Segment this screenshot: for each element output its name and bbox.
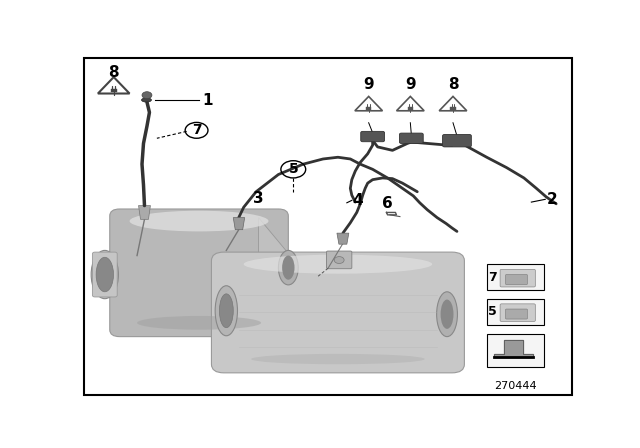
Ellipse shape [440, 300, 454, 329]
FancyBboxPatch shape [500, 304, 535, 322]
Bar [486, 264, 544, 290]
Bar [366, 107, 371, 110]
Text: 7: 7 [192, 123, 202, 138]
Text: 7: 7 [488, 271, 497, 284]
Ellipse shape [91, 250, 118, 299]
FancyBboxPatch shape [443, 134, 471, 147]
Ellipse shape [141, 98, 152, 102]
Text: 9: 9 [364, 78, 374, 92]
Ellipse shape [129, 211, 269, 232]
Polygon shape [259, 218, 286, 316]
Polygon shape [233, 218, 244, 230]
Ellipse shape [215, 286, 237, 336]
Circle shape [334, 257, 344, 263]
Ellipse shape [220, 294, 233, 327]
FancyBboxPatch shape [326, 251, 352, 269]
Bar [111, 89, 116, 92]
Circle shape [142, 92, 152, 99]
Ellipse shape [251, 354, 425, 364]
Text: 5: 5 [289, 162, 298, 177]
FancyBboxPatch shape [361, 131, 385, 142]
Ellipse shape [278, 250, 298, 285]
FancyBboxPatch shape [399, 133, 423, 143]
Bar [486, 334, 544, 367]
FancyBboxPatch shape [92, 252, 117, 297]
Ellipse shape [96, 257, 113, 292]
Text: 2: 2 [547, 192, 557, 207]
Ellipse shape [137, 316, 261, 330]
Polygon shape [494, 340, 533, 358]
Text: 5: 5 [488, 305, 497, 318]
Text: 4: 4 [353, 193, 363, 208]
FancyBboxPatch shape [110, 209, 288, 336]
Bar [451, 107, 456, 110]
FancyBboxPatch shape [506, 275, 527, 284]
Text: 3: 3 [253, 191, 264, 206]
Polygon shape [138, 206, 150, 220]
Text: 9: 9 [405, 78, 415, 92]
FancyBboxPatch shape [211, 252, 465, 373]
Text: 6: 6 [382, 196, 393, 211]
Polygon shape [337, 233, 349, 244]
FancyBboxPatch shape [500, 269, 535, 287]
Ellipse shape [436, 292, 458, 336]
Text: 270444: 270444 [494, 381, 537, 391]
Bar [408, 107, 413, 110]
Ellipse shape [244, 255, 432, 274]
Ellipse shape [282, 255, 294, 280]
FancyBboxPatch shape [506, 309, 527, 319]
Text: 8: 8 [447, 78, 458, 92]
Text: 8: 8 [108, 65, 119, 80]
Bar [486, 299, 544, 324]
Text: 1: 1 [203, 93, 213, 108]
